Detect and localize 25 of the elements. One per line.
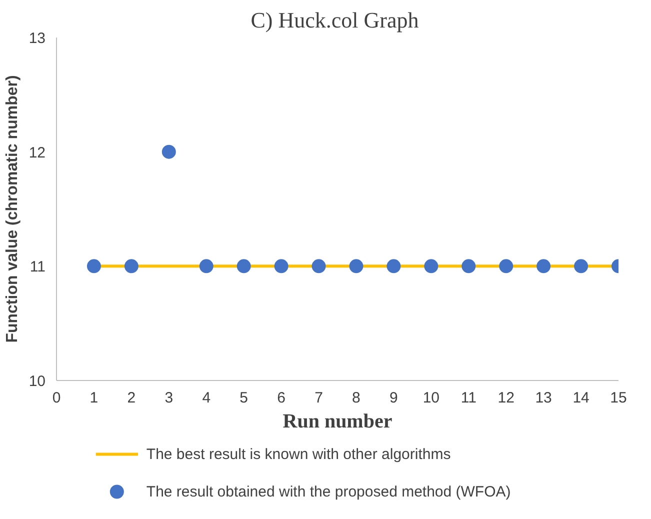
y-tick-label: 10 — [28, 373, 46, 390]
y-axis-title: Function value (chromatic number) — [4, 75, 21, 343]
x-tick-label: 9 — [390, 390, 398, 406]
x-tick-label: 10 — [422, 390, 440, 406]
x-tick-label: 14 — [572, 390, 590, 406]
x-tick-label: 6 — [277, 390, 286, 406]
y-tick-label: 13 — [28, 30, 46, 47]
x-axis-title: Run number — [282, 410, 392, 432]
y-tick-label: 12 — [28, 144, 46, 162]
legend-label: The result obtained with the proposed method (WFOA) — [146, 483, 511, 500]
x-tick-label: 4 — [202, 390, 211, 406]
x-tick-label: 7 — [314, 390, 323, 406]
x-tick-label: 5 — [240, 390, 248, 406]
x-tick-label: 11 — [460, 390, 476, 406]
x-tick-label: 15 — [610, 390, 627, 406]
x-tick-label: 12 — [498, 390, 514, 406]
legend-label: The best result is known with other algorithms — [146, 446, 451, 463]
x-tick-label: 3 — [164, 390, 174, 406]
x-tick-label: 8 — [352, 390, 360, 406]
x-tick-label: 1 — [90, 390, 98, 406]
x-tick-label: 2 — [127, 390, 136, 406]
y-tick-label: 11 — [30, 258, 46, 276]
x-tick-label: 0 — [52, 390, 61, 406]
x-tick-label: 13 — [535, 390, 552, 406]
chart-title: C) Huck.col Graph — [250, 8, 419, 32]
